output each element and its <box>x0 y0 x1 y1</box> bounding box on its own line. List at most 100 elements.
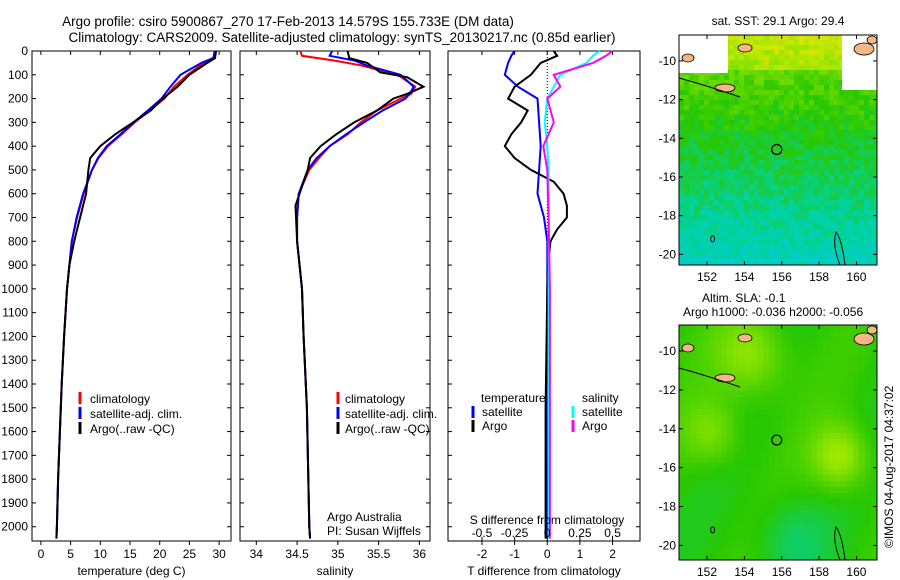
map-cell <box>769 35 774 40</box>
map-cell <box>757 469 763 475</box>
map-cell <box>874 90 877 95</box>
map-cell <box>829 55 834 60</box>
map-cell <box>794 205 799 210</box>
map-cell <box>799 215 804 220</box>
map-cell <box>853 529 859 535</box>
map-cell <box>829 517 835 523</box>
map-cell <box>764 80 769 85</box>
map-cell <box>823 421 829 427</box>
map-cell <box>724 190 729 195</box>
map-cell <box>824 135 829 140</box>
map-cell <box>841 361 847 367</box>
map-cell <box>744 105 749 110</box>
map-cell <box>841 463 847 469</box>
map-cell <box>734 215 739 220</box>
map-cell <box>699 160 704 165</box>
map-cell <box>769 150 774 155</box>
map-cell <box>744 155 749 160</box>
map-cell <box>774 80 779 85</box>
depth-tick-label: 1200 <box>1 329 28 343</box>
map-cell <box>869 130 874 135</box>
map-cell <box>814 190 819 195</box>
map-cell <box>749 60 754 65</box>
map-cell <box>804 70 809 75</box>
map-cell <box>703 367 709 373</box>
map-cell <box>714 105 719 110</box>
map-cell <box>787 505 793 511</box>
map-cell <box>809 105 814 110</box>
map-cell <box>727 553 733 559</box>
map-cell <box>729 145 734 150</box>
map-cell <box>835 475 841 481</box>
map-cell <box>745 397 751 403</box>
map-cell <box>809 230 814 235</box>
map-cell <box>864 245 869 250</box>
map-cell <box>809 185 814 190</box>
map-cell <box>789 40 794 45</box>
map-cell <box>874 140 877 145</box>
map-cell <box>757 373 763 379</box>
map-cell <box>829 475 835 481</box>
map-cell <box>844 200 849 205</box>
map-cell <box>763 469 769 475</box>
map-cell <box>824 70 829 75</box>
map-cell <box>689 175 694 180</box>
map-cell <box>874 215 877 220</box>
map-cell <box>745 493 751 499</box>
map-cell <box>864 225 869 230</box>
map-cell <box>754 100 759 105</box>
map-cell <box>719 155 724 160</box>
map-cell <box>715 463 721 469</box>
map-cell <box>781 529 787 535</box>
map-cell <box>871 517 877 523</box>
map-cell <box>739 105 744 110</box>
map-cell <box>789 240 794 245</box>
map-cell <box>869 190 874 195</box>
map-cell <box>839 60 844 65</box>
map-cell <box>799 145 804 150</box>
map-cell <box>729 220 734 225</box>
map-cell <box>799 230 804 235</box>
map-cell <box>754 90 759 95</box>
map-cell <box>724 185 729 190</box>
map-cell <box>764 235 769 240</box>
map-cell <box>853 427 859 433</box>
map-cell <box>769 105 774 110</box>
map-cell <box>814 105 819 110</box>
map-cell <box>769 200 774 205</box>
map-cell <box>714 75 719 80</box>
map-cell <box>811 463 817 469</box>
map-cell <box>774 105 779 110</box>
map-cell <box>694 225 699 230</box>
map-cell <box>739 185 744 190</box>
map-cell <box>787 475 793 481</box>
map-cell <box>779 220 784 225</box>
map-cell <box>841 523 847 529</box>
map-cell <box>734 90 739 95</box>
map-cell <box>751 379 757 385</box>
map-cell <box>774 225 779 230</box>
map-cell <box>849 170 854 175</box>
map-cell <box>714 250 719 255</box>
map-cell <box>684 100 689 105</box>
map-cell <box>834 135 839 140</box>
map-cell <box>853 361 859 367</box>
map-cell <box>859 409 865 415</box>
map-cell <box>749 205 754 210</box>
map-cell <box>684 245 689 250</box>
map-cell <box>854 95 859 100</box>
map-cell <box>819 200 824 205</box>
map-cell <box>849 150 854 155</box>
map-cell <box>729 110 734 115</box>
map-cell <box>794 245 799 250</box>
map-cell <box>763 343 769 349</box>
map-cell <box>739 451 745 457</box>
map-cell <box>794 115 799 120</box>
map-cell <box>859 230 864 235</box>
map-cell <box>829 439 835 445</box>
x2-axis-label: S difference from climatology <box>470 513 625 527</box>
map-cell <box>805 397 811 403</box>
map-cell <box>847 409 853 415</box>
map-cell <box>853 421 859 427</box>
